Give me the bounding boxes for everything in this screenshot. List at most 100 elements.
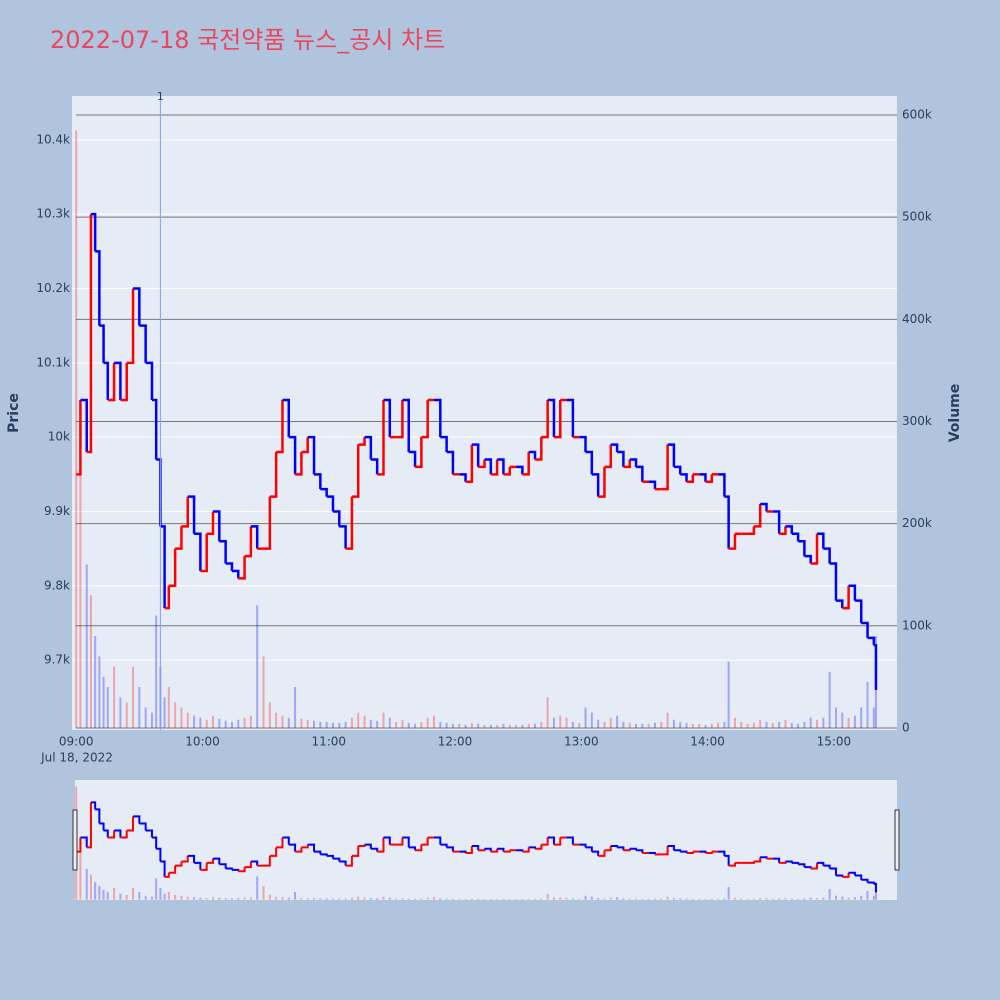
volume-bar [230, 721, 233, 728]
slider-price-segment [497, 847, 505, 852]
slider-price-segment [433, 836, 442, 845]
y-tick-label: 10.1k [36, 355, 70, 369]
slider-price-segment [873, 882, 877, 893]
volume-bar [717, 722, 720, 728]
price-segment [103, 361, 110, 400]
slider-volume-bar [733, 897, 736, 900]
volume-bar [125, 702, 128, 728]
price-segment [804, 554, 812, 564]
price-segment [301, 437, 309, 454]
volume-bar [727, 661, 730, 728]
slider-volume-bar [458, 898, 461, 900]
price-segment [465, 444, 474, 484]
volume-bar [243, 717, 246, 728]
price-segment [848, 584, 857, 601]
volume-bar [660, 721, 663, 728]
slider-volume-bar [534, 898, 537, 900]
slider-volume-bar [609, 897, 612, 900]
slider-price-segment [120, 830, 128, 839]
slider-volume-bar [79, 851, 82, 900]
slider-volume-bar [853, 897, 856, 900]
volume-bar [521, 724, 524, 728]
price-segment [151, 398, 158, 460]
price-segment [326, 495, 335, 512]
slider-price-segment [402, 836, 410, 848]
slider-volume-bar [180, 895, 183, 900]
slider-volume-bar [679, 898, 682, 900]
slider-volume-bar [502, 898, 505, 900]
slider-price-segment [95, 808, 101, 824]
slider-volume-bar [590, 896, 593, 900]
volume-bar [866, 681, 869, 728]
x-tick-label: 11:00 [311, 735, 346, 749]
price-segment [76, 399, 82, 476]
slider-volume-bar [382, 896, 385, 900]
price-segment [718, 473, 726, 497]
slider-price-segment [145, 829, 153, 838]
slider-volume-bar [256, 876, 259, 900]
slider-handle[interactable] [72, 809, 78, 871]
slider-price-segment [566, 836, 574, 845]
volume-bar [331, 722, 334, 728]
slider-price-segment [276, 837, 284, 849]
volume-bar [746, 723, 749, 728]
slider-price-segment [200, 862, 208, 871]
y2-tick-label: 0 [902, 720, 910, 734]
volume-bar [439, 721, 442, 728]
volume-bar [834, 707, 837, 728]
price-segment [213, 510, 221, 542]
price-segment [377, 399, 385, 476]
volume-bar [205, 719, 208, 728]
slider-volume-bar [132, 888, 135, 900]
slider-volume-bar [344, 898, 347, 900]
volume-bar [597, 719, 600, 728]
price-segment [535, 437, 543, 461]
price-segment [553, 399, 562, 439]
volume-bar [803, 721, 806, 728]
price-segment [760, 502, 768, 512]
price-segment [680, 473, 688, 482]
slider-volume-bar [451, 898, 454, 900]
slider-price-segment [471, 844, 480, 851]
slider-handle[interactable] [894, 809, 900, 871]
price-segment [497, 458, 505, 475]
slider-volume-bar [319, 898, 322, 900]
slider-price-segment [114, 829, 122, 838]
slider-volume-bar [464, 899, 467, 900]
volume-bar [778, 721, 781, 728]
x-tick-label: 09:00 [59, 735, 94, 749]
volume-bar [224, 720, 227, 728]
volume-bar [363, 715, 366, 728]
price-segment [861, 621, 869, 638]
slider-price-segment [282, 836, 290, 845]
slider-volume-bar [771, 898, 774, 900]
slider-volume-bar [150, 896, 153, 900]
slider-price-segment [753, 857, 762, 863]
slider-volume-bar [803, 898, 806, 900]
slider-volume-bar [155, 878, 158, 900]
slider-price-segment [383, 836, 391, 845]
range-slider[interactable] [75, 780, 897, 900]
slider-volume-bar [249, 897, 252, 900]
volume-bar [853, 715, 856, 728]
slider-price-segment [160, 860, 166, 877]
slider-price-segment [133, 815, 141, 824]
volume-bar [496, 724, 499, 728]
volume-bar [458, 723, 461, 728]
price-segment [772, 510, 781, 534]
volume-bar [212, 715, 215, 728]
price-segment [484, 458, 493, 475]
slider-volume-bar [698, 898, 701, 900]
y-tick-label: 10.3k [36, 207, 70, 221]
price-segment [139, 324, 147, 363]
slider-volume-bar [102, 889, 105, 900]
volume-bar [860, 707, 863, 728]
volume-bar [685, 722, 688, 728]
slider-volume-bar [685, 898, 688, 900]
slider-volume-bar [357, 896, 360, 900]
slider-price-segment [219, 863, 227, 869]
slider-volume-bar [376, 898, 379, 900]
slider-price-segment [817, 861, 825, 866]
volume-bar [155, 615, 158, 728]
slider-price-segment [604, 845, 612, 852]
